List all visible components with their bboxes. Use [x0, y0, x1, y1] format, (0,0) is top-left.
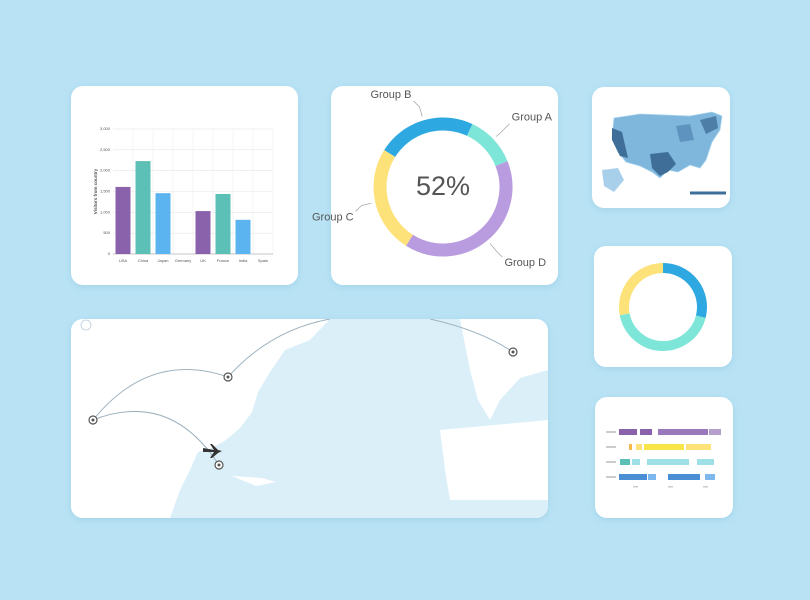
x-tick-label: Japan — [158, 258, 169, 263]
leader-line — [413, 100, 423, 117]
donut-segment — [384, 117, 473, 158]
segment-label: Group B — [370, 89, 411, 101]
timeline — [606, 429, 721, 488]
y-tick-label: 3,000 — [100, 126, 111, 131]
us-map — [602, 111, 726, 195]
y-tick-label: 2,000 — [100, 168, 111, 173]
segment-label: Group A — [512, 112, 553, 124]
donut-segment — [619, 263, 664, 316]
donut-segment — [662, 263, 707, 318]
leader-line — [489, 243, 503, 258]
small-donut-card — [594, 246, 732, 367]
bar — [115, 186, 131, 254]
bar — [135, 161, 151, 254]
charts: 0 500 1,000 1,500 2,000 2,500 3,000 Visitors fr… — [93, 89, 707, 351]
bar — [195, 211, 211, 254]
y-tick-label: 1,000 — [100, 209, 111, 214]
y-tick-label: 500 — [103, 230, 110, 235]
timeline-card — [595, 397, 733, 518]
x-tick-label: USA — [119, 258, 128, 263]
center-label: 52% — [416, 171, 470, 201]
donut-segment — [619, 313, 706, 351]
bar-card — [71, 86, 298, 285]
x-tick-label: Germany — [175, 258, 191, 263]
bar — [235, 219, 251, 254]
flight-map — [71, 319, 548, 518]
x-tick-label: India — [239, 258, 248, 263]
x-tick-label: UK — [200, 258, 206, 263]
segment-label: Group D — [504, 257, 546, 269]
x-tick-label: China — [138, 258, 149, 263]
leader-line — [496, 123, 510, 137]
y-tick-label: 2,500 — [100, 147, 111, 152]
segment-label: Group C — [312, 211, 354, 223]
y-axis-label: Visitors from country — [93, 168, 98, 214]
donut-segment — [373, 149, 414, 246]
bar — [155, 193, 171, 254]
leader-line — [355, 202, 372, 212]
bar — [215, 194, 231, 254]
x-tick-label: Spain — [258, 258, 268, 263]
y-tick-label: 0 — [108, 251, 111, 256]
donut-segment — [405, 161, 513, 257]
donut-segment — [466, 124, 508, 167]
y-tick-label: 1,500 — [100, 189, 111, 194]
donut-card — [331, 86, 558, 285]
x-tick-label: France — [217, 258, 230, 263]
